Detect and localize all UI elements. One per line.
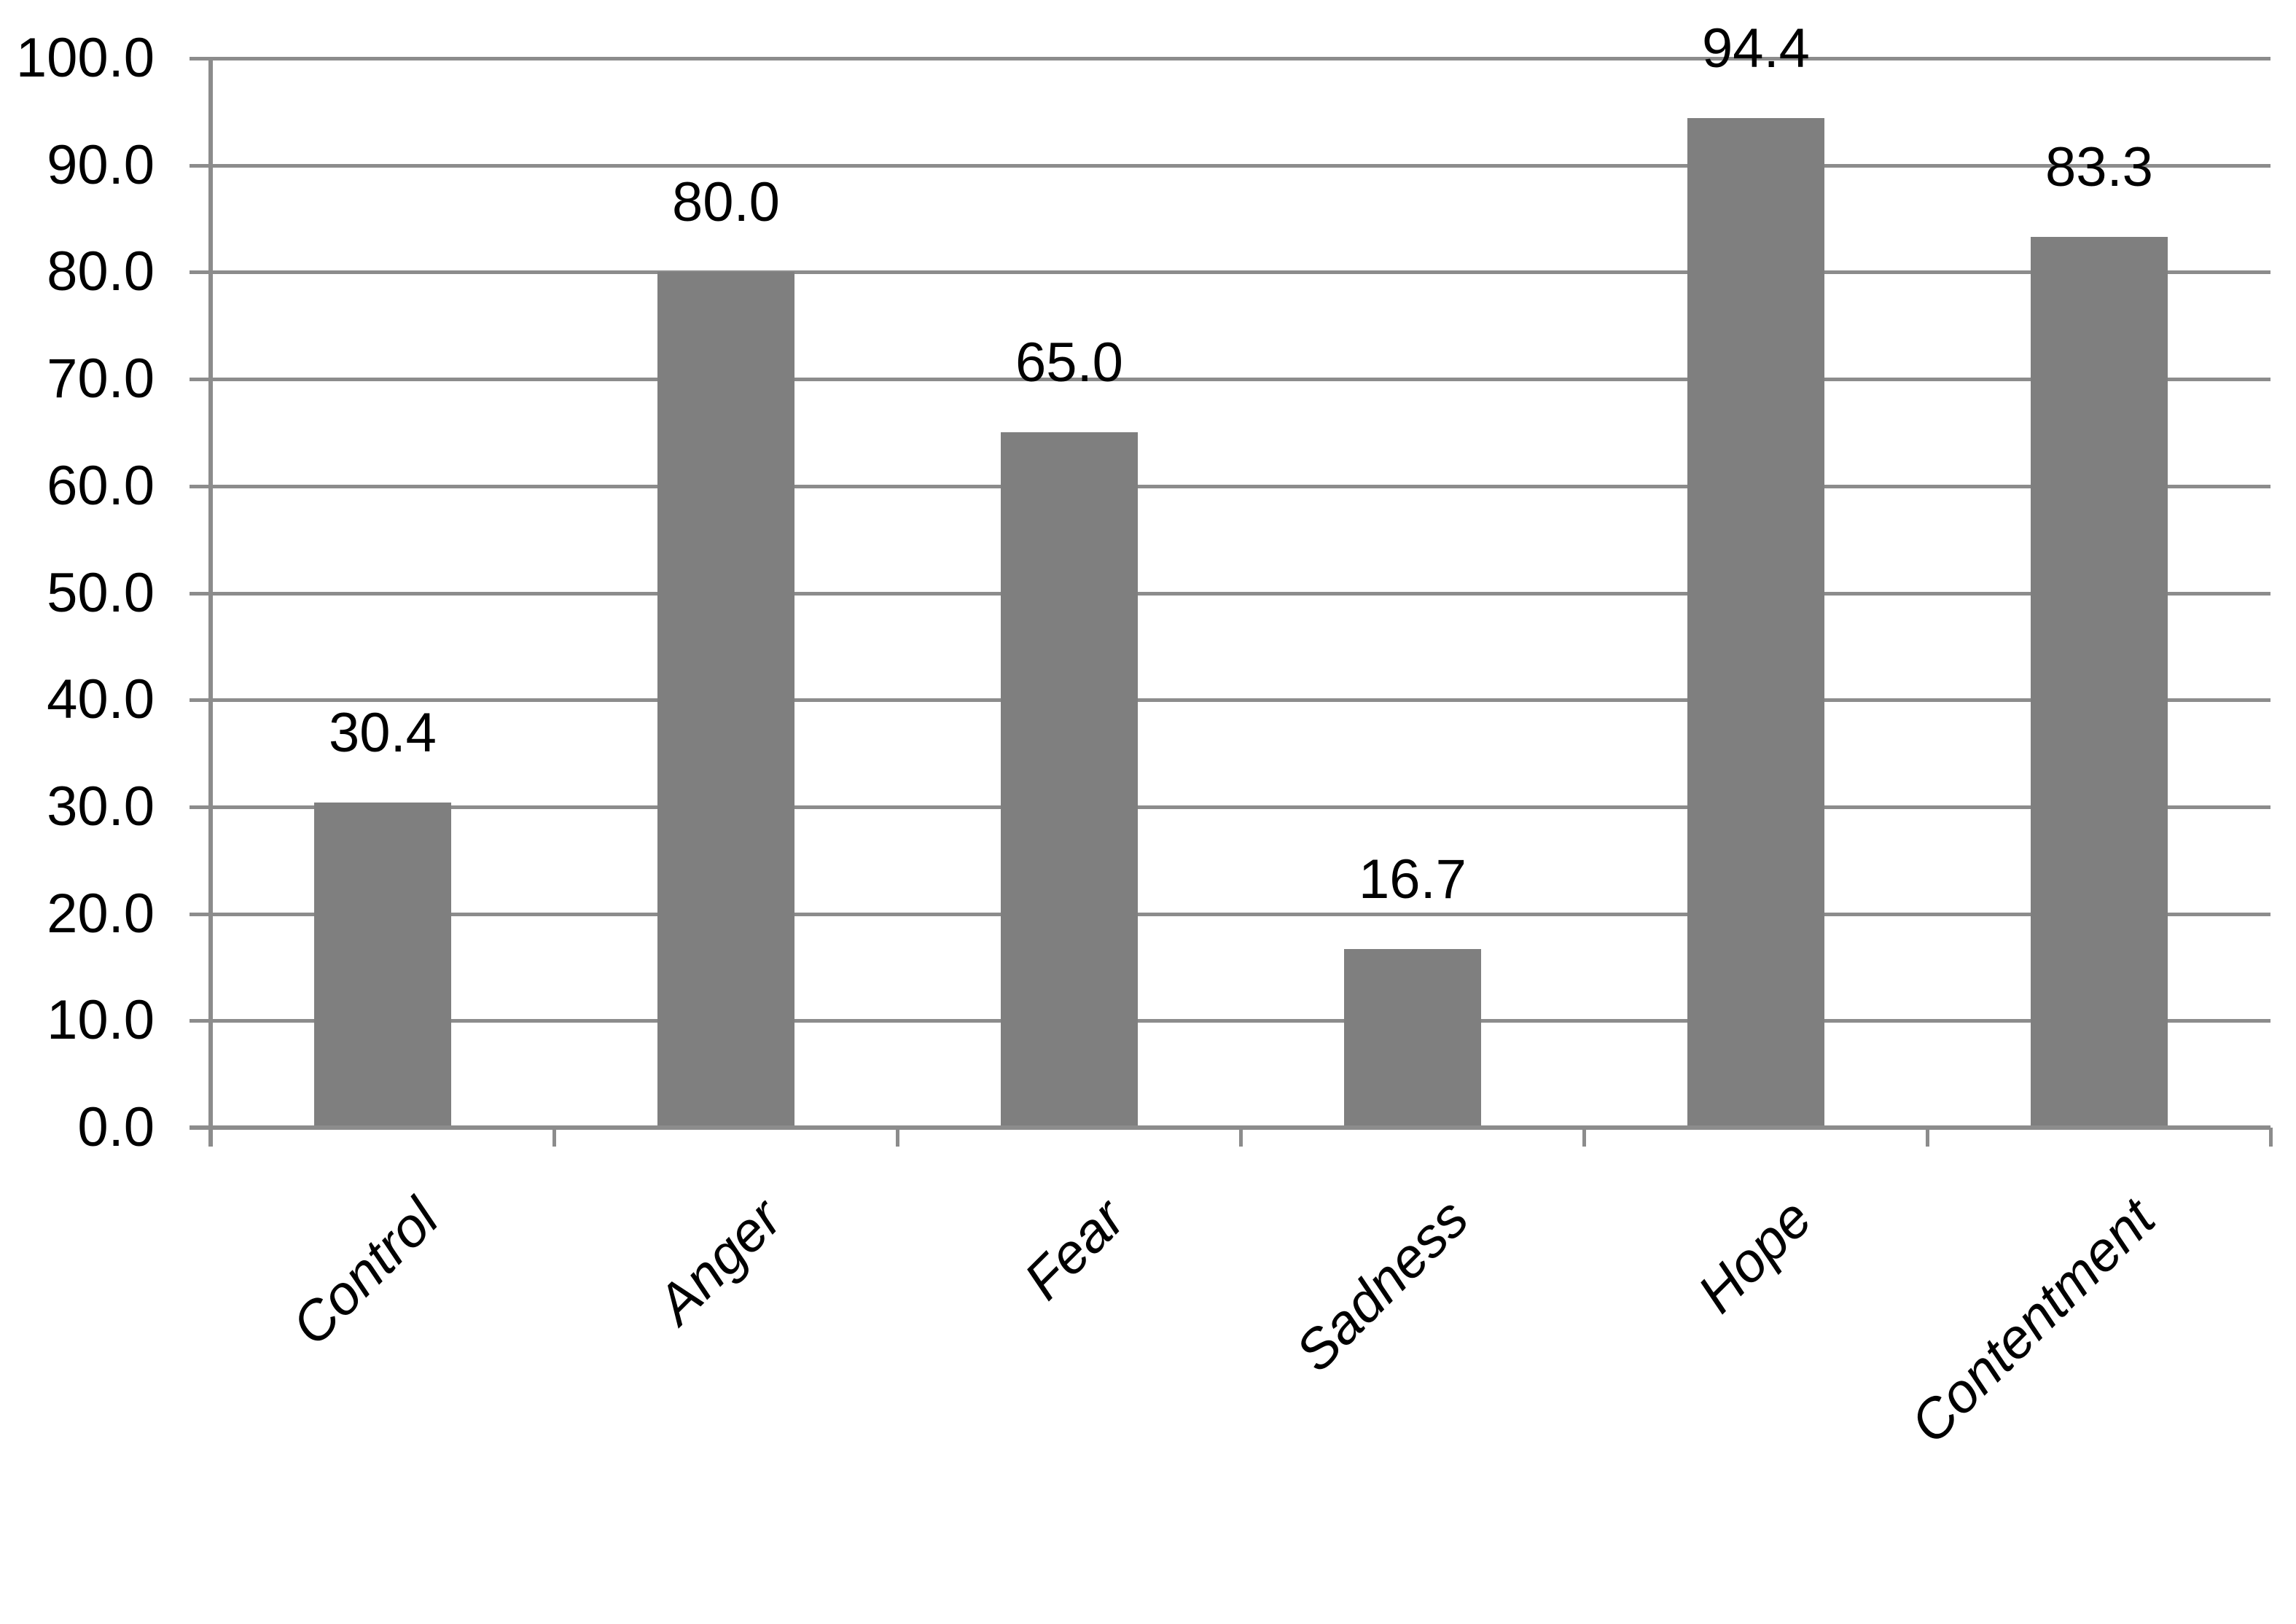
bar-anger xyxy=(657,272,794,1128)
y-axis-tick-label: 100.0 xyxy=(15,27,155,89)
bar-value-label: 30.4 xyxy=(329,702,437,764)
y-axis-tick-label: 50.0 xyxy=(47,562,155,624)
y-axis-tick xyxy=(190,57,211,60)
gridline xyxy=(211,592,2270,596)
x-axis-tick xyxy=(896,1128,899,1147)
bar-value-label: 83.3 xyxy=(2045,136,2153,198)
bar-value-label: 65.0 xyxy=(1015,332,1123,394)
bar-sadness xyxy=(1344,949,1481,1128)
x-axis-tick xyxy=(1239,1128,1243,1147)
gridline xyxy=(211,698,2270,702)
gridline xyxy=(211,378,2270,381)
y-axis-tick-label: 0.0 xyxy=(77,1096,155,1158)
y-axis-tick xyxy=(190,913,211,916)
bar-chart: 0.0 10.0 20.0 30.0 40.0 50.0 60.0 70.0 80.0 90.0 1… xyxy=(15,17,2273,1456)
gridline xyxy=(211,913,2270,916)
y-axis-tick-label: 10.0 xyxy=(47,989,155,1051)
y-axis-tick xyxy=(190,805,211,809)
gridline xyxy=(211,1019,2270,1023)
y-axis-tick xyxy=(190,164,211,168)
y-axis-tick-label: 80.0 xyxy=(47,241,155,302)
x-axis-tick xyxy=(1582,1128,1586,1147)
gridline xyxy=(211,57,2270,60)
bar-hope xyxy=(1687,118,1824,1128)
bar-value-label: 80.0 xyxy=(672,171,780,233)
y-axis-tick-label: 60.0 xyxy=(47,455,155,517)
bar-fear xyxy=(1001,432,1138,1128)
x-axis-line xyxy=(190,1125,2270,1130)
y-axis-line xyxy=(208,58,213,1147)
y-axis-tick-label: 30.0 xyxy=(47,776,155,838)
y-axis-tick xyxy=(190,592,211,596)
y-axis-tick xyxy=(190,378,211,381)
y-axis-tick xyxy=(190,270,211,274)
bar-value-label: 94.4 xyxy=(1702,17,1810,79)
y-axis-tick xyxy=(190,1019,211,1023)
y-axis-tick xyxy=(190,698,211,702)
y-axis-tick-label: 90.0 xyxy=(47,134,155,196)
y-axis-tick-label: 40.0 xyxy=(47,668,155,730)
x-axis-tick xyxy=(552,1128,556,1147)
bar-control xyxy=(314,803,451,1128)
gridline xyxy=(211,805,2270,809)
y-axis-tick xyxy=(190,485,211,488)
y-axis-tick-label: 20.0 xyxy=(47,883,155,945)
gridline xyxy=(211,270,2270,274)
x-axis-tick xyxy=(1926,1128,1929,1147)
gridline xyxy=(211,485,2270,488)
x-axis-tick xyxy=(2269,1128,2273,1147)
bar-value-label: 16.7 xyxy=(1359,848,1467,910)
y-axis-tick-label: 70.0 xyxy=(47,348,155,410)
bar-contentment xyxy=(2031,237,2168,1128)
gridline xyxy=(211,164,2270,168)
